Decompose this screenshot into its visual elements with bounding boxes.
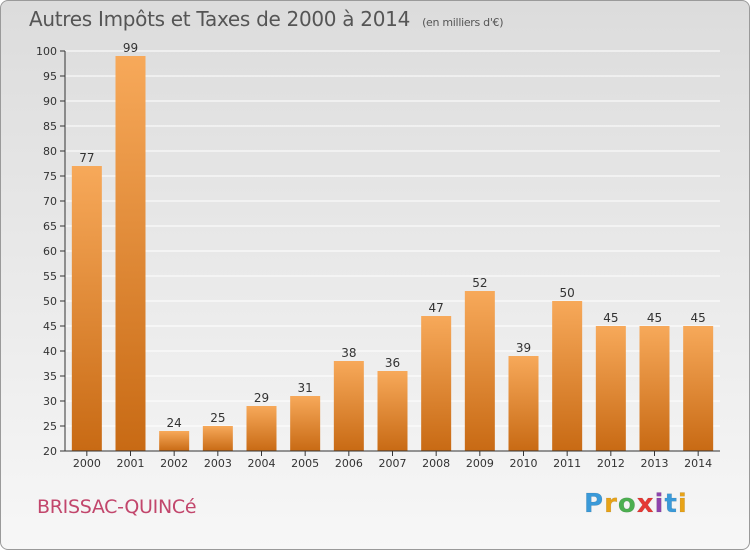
- y-tick-label: 95: [43, 70, 57, 83]
- data-label: 52: [472, 276, 487, 290]
- x-tick-label: 2008: [422, 457, 450, 470]
- y-tick-label: 60: [43, 245, 57, 258]
- y-tick-label: 100: [36, 45, 57, 58]
- bar-2012: [595, 326, 626, 451]
- x-tick-label: 2014: [684, 457, 712, 470]
- bar-2005: [290, 396, 321, 451]
- y-tick-label: 45: [43, 320, 57, 333]
- data-label: 38: [341, 346, 356, 360]
- proxiti-logo[interactable]: Proxiti: [584, 489, 688, 520]
- chart-unit: (en milliers d'€): [422, 16, 504, 29]
- x-tick-label: 2011: [553, 457, 581, 470]
- bar-2011: [552, 301, 583, 451]
- bar-2002: [159, 431, 190, 451]
- y-tick-label: 55: [43, 270, 57, 283]
- data-label: 45: [691, 311, 706, 325]
- logo-letter: x: [636, 489, 655, 520]
- x-tick-label: 2006: [335, 457, 363, 470]
- logo-letter: o: [617, 489, 637, 520]
- bar-2008: [421, 316, 452, 451]
- y-tick-label: 20: [43, 445, 57, 458]
- bar-2013: [639, 326, 670, 451]
- logo-letter: t: [664, 489, 678, 520]
- data-label: 45: [647, 311, 662, 325]
- y-tick-label: 80: [43, 145, 57, 158]
- bars: 77 99 24 25 29 31 38 36 47 52 39 50 45 45 45: [71, 41, 714, 451]
- data-label: 50: [560, 286, 575, 300]
- bar-2003: [202, 426, 233, 451]
- data-label: 24: [167, 416, 182, 430]
- bar-2000: [71, 166, 102, 451]
- axes: 20 25 30 35 40 45 50 55 60 65 70 75 80 85 90 95 100 2000 2…: [36, 45, 720, 470]
- data-label: 47: [429, 301, 444, 315]
- logo-letter: P: [584, 489, 605, 520]
- chart-title-text: Autres Impôts et Taxes de 2000 à 2014: [29, 7, 410, 31]
- x-tick-label: 2013: [641, 457, 669, 470]
- bar-2004: [246, 406, 277, 451]
- bar-2006: [333, 361, 364, 451]
- y-tick-label: 30: [43, 395, 57, 408]
- data-label: 36: [385, 356, 400, 370]
- x-tick-label: 2012: [597, 457, 625, 470]
- x-tick-label: 2010: [510, 457, 538, 470]
- y-tick-label: 50: [43, 295, 57, 308]
- y-tick-label: 65: [43, 220, 57, 233]
- bar-2001: [115, 56, 146, 451]
- location-name: BRISSAC-QUINCé: [37, 496, 197, 518]
- data-label: 77: [79, 151, 94, 165]
- y-tick-label: 70: [43, 195, 57, 208]
- data-label: 45: [603, 311, 618, 325]
- data-label: 39: [516, 341, 531, 355]
- bar-2009: [464, 291, 495, 451]
- x-tick-label: 2007: [379, 457, 407, 470]
- logo-letter: r: [604, 489, 618, 520]
- y-tick-label: 35: [43, 370, 57, 383]
- y-tick-label: 85: [43, 120, 57, 133]
- logo-letter: i: [677, 489, 688, 520]
- x-tick-label: 2004: [248, 457, 276, 470]
- x-tick-label: 2009: [466, 457, 494, 470]
- x-tick-label: 2003: [204, 457, 232, 470]
- bar-2014: [683, 326, 714, 451]
- x-tick-label: 2001: [117, 457, 145, 470]
- bar-2007: [377, 371, 408, 451]
- x-tick-label: 2005: [291, 457, 319, 470]
- data-label: 25: [210, 411, 225, 425]
- x-tick-label: 2000: [73, 457, 101, 470]
- data-label: 29: [254, 391, 269, 405]
- chart-title: Autres Impôts et Taxes de 2000 à 2014 (e…: [29, 7, 504, 31]
- data-label: 99: [123, 41, 138, 55]
- y-tick-label: 40: [43, 345, 57, 358]
- y-tick-label: 25: [43, 420, 57, 433]
- data-label: 31: [298, 381, 313, 395]
- x-tick-label: 2002: [160, 457, 188, 470]
- bar-2010: [508, 356, 539, 451]
- y-tick-label: 75: [43, 170, 57, 183]
- y-tick-label: 90: [43, 95, 57, 108]
- logo-letter: i: [654, 489, 665, 520]
